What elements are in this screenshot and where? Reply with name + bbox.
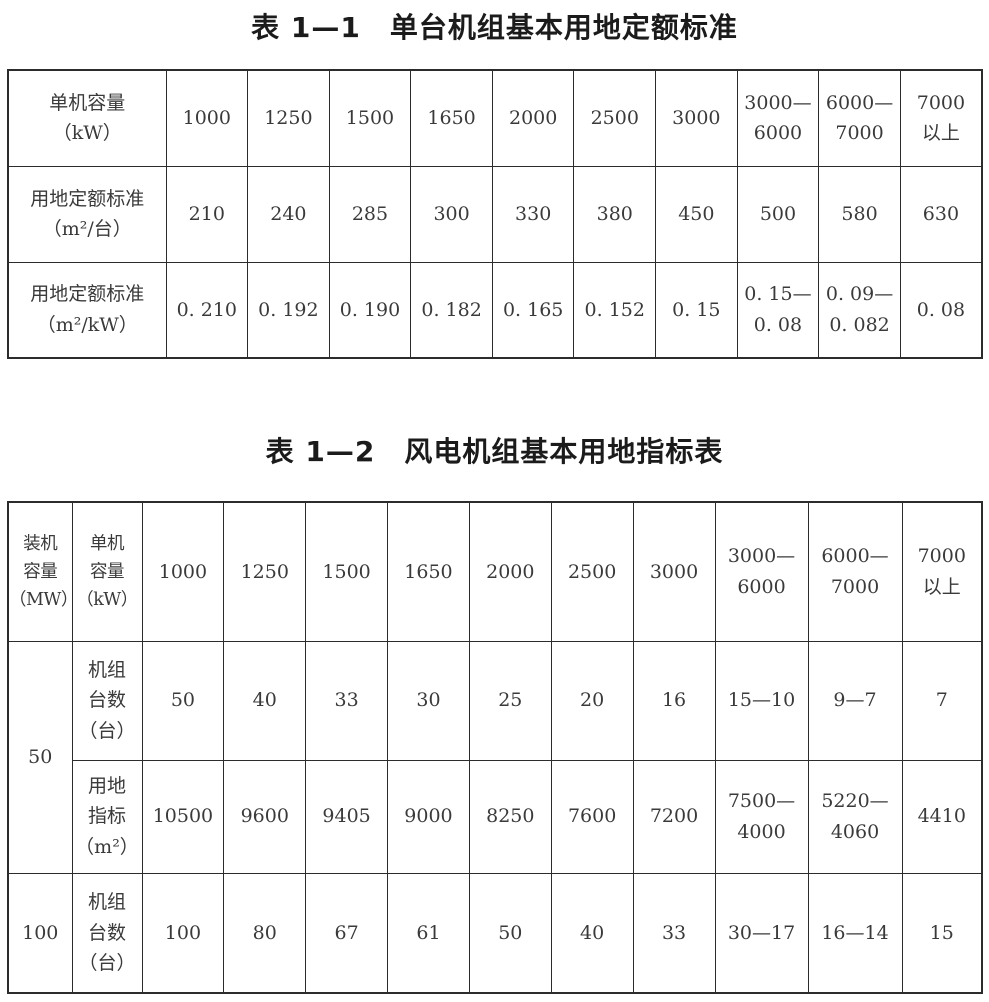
data-cell: 9405 — [305, 759, 389, 874]
data-cell: 10500 — [141, 759, 225, 874]
data-cell: 3000— 6000 — [736, 69, 820, 167]
row-header-cell: 装机 容量 （MW） — [7, 501, 78, 642]
data-cell: 580 — [818, 165, 901, 263]
row-header-cell: 用地定额标准 （m²/kW） — [7, 261, 167, 359]
data-cell: 7200 — [632, 759, 716, 874]
data-cell: 0. 08 — [899, 261, 983, 359]
data-cell: 500 — [736, 165, 820, 263]
data-cell: 5220— 4060 — [807, 759, 903, 874]
row-header-cell: 用地定额标准 （m²/台） — [7, 165, 167, 263]
data-cell: 25 — [468, 640, 552, 761]
table-1-1-title: 表 1—1 单台机组基本用地定额标准 — [251, 11, 738, 44]
data-cell: 1000 — [165, 69, 249, 167]
document-page: 表 1—1 单台机组基本用地定额标准 单机容量 （kW） 1000 1250 1… — [0, 6, 989, 994]
data-cell: 0. 165 — [491, 261, 575, 359]
data-cell: 50 — [141, 640, 225, 761]
data-cell: 61 — [387, 872, 470, 994]
data-cell: 3000 — [655, 69, 738, 167]
table-row: 用地定额标准 （m²/台） 210 240 285 300 330 380 45… — [7, 165, 983, 263]
data-cell: 1650 — [410, 69, 493, 167]
data-cell: 0. 15 — [655, 261, 738, 359]
capacity-mw-cell: 100 — [7, 872, 73, 994]
data-cell: 16 — [632, 640, 716, 761]
data-cell: 0. 192 — [247, 261, 330, 359]
data-cell: 40 — [550, 872, 634, 994]
table-1-1: 单机容量 （kW） 1000 1250 1500 1650 2000 2500 … — [7, 69, 983, 359]
data-cell: 330 — [491, 165, 575, 263]
table-row: 用地定额标准 （m²/kW） 0. 210 0. 192 0. 190 0. 1… — [7, 261, 983, 359]
data-cell: 33 — [305, 640, 389, 761]
data-cell: 3000 — [632, 501, 716, 642]
row-header-cell: 机组 台数 （台） — [71, 640, 143, 761]
data-cell: 0. 152 — [573, 261, 657, 359]
data-cell: 15 — [901, 872, 983, 994]
data-cell: 0. 210 — [165, 261, 249, 359]
data-cell: 15—10 — [714, 640, 809, 761]
data-cell: 300 — [410, 165, 493, 263]
data-cell: 0. 15— 0. 08 — [736, 261, 820, 359]
table-row: 50 机组 台数 （台） 50 40 33 30 25 20 16 15—10 … — [7, 640, 983, 874]
data-cell: 1650 — [387, 501, 470, 642]
table-row: 单机容量 （kW） 1000 1250 1500 1650 2000 2500 … — [7, 69, 983, 167]
data-cell: 7000 以上 — [899, 69, 983, 167]
table-row: 装机 容量 （MW） 单机 容量 （kW） 1000 1250 1500 165… — [7, 501, 983, 642]
data-cell: 2500 — [550, 501, 634, 642]
data-cell: 100 — [141, 872, 225, 994]
data-cell: 1500 — [328, 69, 412, 167]
table-row: 100 机组 台数 （台） 100 80 67 61 50 40 33 30—1… — [7, 872, 983, 994]
data-cell: 9600 — [223, 759, 307, 874]
data-cell: 0. 09— 0. 082 — [818, 261, 901, 359]
data-cell: 50 — [468, 872, 552, 994]
data-cell: 30 — [387, 640, 470, 761]
data-cell: 3000— 6000 — [714, 501, 809, 642]
table-1-2: 装机 容量 （MW） 单机 容量 （kW） 1000 1250 1500 165… — [7, 501, 983, 994]
data-cell: 16—14 — [807, 872, 903, 994]
data-cell: 8250 — [468, 759, 552, 874]
data-cell: 1250 — [223, 501, 307, 642]
data-cell: 0. 182 — [410, 261, 493, 359]
row-header-cell: 机组 台数 （台） — [71, 872, 143, 994]
data-cell: 20 — [550, 640, 634, 761]
data-cell: 1500 — [305, 501, 389, 642]
row-header-cell: 单机容量 （kW） — [7, 69, 167, 167]
data-cell: 7000 以上 — [901, 501, 983, 642]
data-cell: 40 — [223, 640, 307, 761]
data-cell: 7500— 4000 — [714, 759, 809, 874]
data-cell: 630 — [899, 165, 983, 263]
data-cell: 2000 — [468, 501, 552, 642]
data-cell: 9000 — [387, 759, 470, 874]
data-cell: 6000— 7000 — [818, 69, 901, 167]
data-cell: 9—7 — [807, 640, 903, 761]
data-cell: 33 — [632, 872, 716, 994]
capacity-mw-cell: 50 — [7, 640, 73, 874]
row-header-cell: 单机 容量 （kW） — [71, 501, 143, 642]
data-cell: 6000— 7000 — [807, 501, 903, 642]
data-cell: 30—17 — [714, 872, 809, 994]
data-cell: 67 — [305, 872, 389, 994]
data-cell: 1000 — [141, 501, 225, 642]
row-header-cell: 用地 指标 （m²） — [71, 759, 143, 874]
data-cell: 2500 — [573, 69, 657, 167]
table-row: 用地 指标 （m²） 10500 9600 9405 9000 8250 760… — [8, 759, 983, 874]
data-cell: 80 — [223, 872, 307, 994]
data-cell: 4410 — [901, 759, 983, 874]
data-cell: 380 — [573, 165, 657, 263]
data-cell: 2000 — [491, 69, 575, 167]
data-cell: 1250 — [247, 69, 330, 167]
data-cell: 210 — [165, 165, 249, 263]
data-cell: 7600 — [550, 759, 634, 874]
data-cell: 450 — [655, 165, 738, 263]
data-cell: 240 — [247, 165, 330, 263]
table-1-2-title: 表 1—2 风电机组基本用地指标表 — [265, 435, 724, 468]
data-cell: 285 — [328, 165, 412, 263]
data-cell: 7 — [901, 640, 983, 761]
data-cell: 0. 190 — [328, 261, 412, 359]
